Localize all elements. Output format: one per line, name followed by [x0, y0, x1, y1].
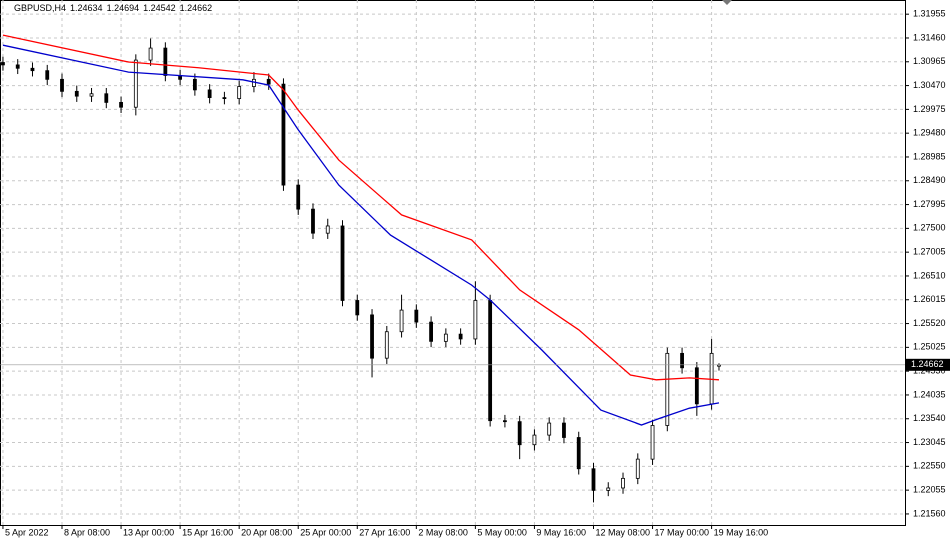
y-tick-label: 1.30470: [913, 80, 946, 90]
last-high: 1.24694: [106, 3, 140, 13]
candle-body: [399, 309, 404, 333]
y-tick-label: 1.30965: [913, 56, 946, 66]
x-tick-label: 15 Apr 16:00: [182, 527, 233, 537]
candle-body: [635, 458, 640, 479]
last-low: 1.24542: [143, 3, 176, 13]
candle-body: [30, 67, 35, 72]
x-tick-label: 12 May 08:00: [595, 527, 650, 537]
moving-average-line: [2, 34, 720, 381]
candle-body: [148, 47, 153, 61]
candle-body: [650, 425, 655, 460]
candle-body: [104, 93, 109, 103]
y-tick-label: 1.25025: [913, 342, 946, 352]
current-price-label: 1.24662: [911, 359, 944, 369]
candle-body: [355, 300, 360, 316]
last-open: 1.24634: [70, 3, 103, 13]
x-tick-label: 27 Apr 16:00: [359, 527, 410, 537]
y-tick-label: 1.23540: [913, 413, 946, 423]
x-tick-label: 9 May 16:00: [536, 527, 586, 537]
candle-body: [443, 333, 448, 342]
x-tick-label: 2 May 08:00: [418, 527, 468, 537]
candle-body: [606, 487, 611, 491]
x-tick-label: 5 May 00:00: [477, 527, 527, 537]
y-tick-label: 1.26510: [913, 270, 946, 280]
shift-marker: [722, 0, 732, 5]
y-tick-label: 1.22550: [913, 461, 946, 471]
candle-body: [207, 89, 212, 98]
candle-body: [473, 300, 478, 340]
candle-body: [192, 78, 197, 91]
candle-body: [591, 468, 596, 491]
x-tick-label: 19 May 16:00: [714, 527, 769, 537]
candle-body: [414, 309, 419, 323]
candle-body: [621, 477, 625, 489]
x-tick-label: 5 Apr 2022: [5, 527, 49, 537]
candle-body: [266, 78, 271, 85]
y-tick-label: 1.28490: [913, 175, 946, 185]
candle-body: [370, 314, 374, 359]
x-tick-label: 25 Apr 00:00: [300, 527, 351, 537]
x-tick-label: 8 Apr 08:00: [64, 527, 110, 537]
candle-body: [517, 421, 522, 446]
candle-body: [665, 352, 670, 426]
candle-body: [281, 83, 286, 186]
candle-body: [562, 422, 566, 438]
candle-body: [694, 367, 699, 405]
y-tick-label: 1.27500: [913, 223, 946, 233]
candle-body: [488, 300, 493, 422]
current-price-tag: [906, 358, 950, 371]
y-tick-label: 1.28985: [913, 151, 946, 161]
candle-body: [74, 90, 79, 97]
y-tick-label: 1.21560: [913, 508, 946, 518]
x-tick-label: 20 Apr 08:00: [241, 527, 292, 537]
plot-frame: [0, 0, 906, 526]
candle-body: [458, 333, 463, 340]
last-close: 1.24662: [179, 3, 213, 13]
y-tick-label: 1.29975: [913, 104, 946, 114]
y-tick-label: 1.23045: [913, 437, 946, 447]
candle-body: [340, 225, 345, 301]
candle-body: [222, 97, 227, 99]
candle-body: [89, 93, 94, 97]
candle-body: [60, 78, 64, 92]
y-tick-label: 1.22055: [913, 485, 946, 495]
y-tick-label: 1.24035: [913, 389, 946, 399]
moving-average-line: [2, 44, 720, 426]
candle-body: [384, 331, 389, 359]
candle-body: [325, 225, 330, 234]
candle-body: [503, 420, 507, 423]
candle-body: [15, 64, 20, 69]
x-tick-label: 17 May 00:00: [655, 527, 710, 537]
candle-body: [296, 184, 301, 210]
symbol: GBPUSD,H4: [14, 3, 67, 13]
candle-body: [237, 86, 242, 99]
y-tick-label: 1.29480: [913, 128, 946, 138]
candle-body: [709, 352, 714, 405]
candle-body: [532, 434, 537, 446]
x-tick-label: 13 Apr 00:00: [123, 527, 174, 537]
candle-body: [311, 208, 315, 234]
candle-body: [163, 47, 168, 76]
candle-body: [45, 70, 50, 80]
candle-body: [680, 352, 684, 369]
y-tick-label: 1.26015: [913, 294, 946, 304]
candle-body: [1, 62, 5, 66]
y-tick-label: 1.27995: [913, 199, 946, 209]
candle-body: [133, 59, 138, 108]
y-tick-label: 1.25520: [913, 318, 946, 328]
candle-body: [429, 321, 433, 342]
candle-body: [576, 437, 581, 470]
y-tick-label: 1.31460: [913, 32, 946, 42]
candle-body: [547, 422, 552, 436]
candle-body: [119, 102, 123, 108]
y-tick-label: 1.27005: [913, 247, 946, 257]
y-tick-label: 1.31955: [913, 9, 946, 19]
chart-header: GBPUSD,H4 1.24634 1.24694 1.24542 1.24662: [14, 3, 216, 13]
